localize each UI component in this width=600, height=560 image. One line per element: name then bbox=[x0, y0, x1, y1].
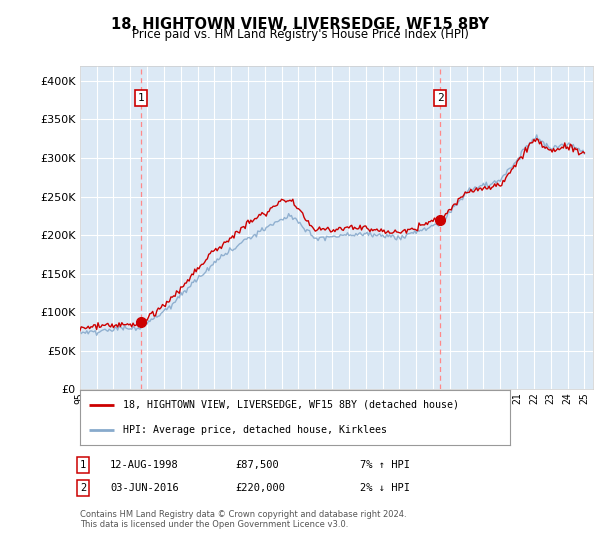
Text: 03-JUN-2016: 03-JUN-2016 bbox=[110, 483, 179, 493]
Text: £220,000: £220,000 bbox=[235, 483, 285, 493]
Text: 1: 1 bbox=[137, 93, 144, 103]
Text: 2: 2 bbox=[80, 483, 86, 493]
Text: 2% ↓ HPI: 2% ↓ HPI bbox=[360, 483, 410, 493]
Text: 18, HIGHTOWN VIEW, LIVERSEDGE, WF15 8BY (detached house): 18, HIGHTOWN VIEW, LIVERSEDGE, WF15 8BY … bbox=[123, 400, 459, 410]
Text: 7% ↑ HPI: 7% ↑ HPI bbox=[360, 460, 410, 470]
Text: Price paid vs. HM Land Registry's House Price Index (HPI): Price paid vs. HM Land Registry's House … bbox=[131, 28, 469, 41]
Text: 2: 2 bbox=[437, 93, 443, 103]
Text: Contains HM Land Registry data © Crown copyright and database right 2024.
This d: Contains HM Land Registry data © Crown c… bbox=[80, 510, 407, 529]
Text: £87,500: £87,500 bbox=[235, 460, 279, 470]
Text: 18, HIGHTOWN VIEW, LIVERSEDGE, WF15 8BY: 18, HIGHTOWN VIEW, LIVERSEDGE, WF15 8BY bbox=[111, 17, 489, 32]
Text: 12-AUG-1998: 12-AUG-1998 bbox=[110, 460, 179, 470]
Text: 1: 1 bbox=[80, 460, 86, 470]
Text: HPI: Average price, detached house, Kirklees: HPI: Average price, detached house, Kirk… bbox=[123, 425, 387, 435]
